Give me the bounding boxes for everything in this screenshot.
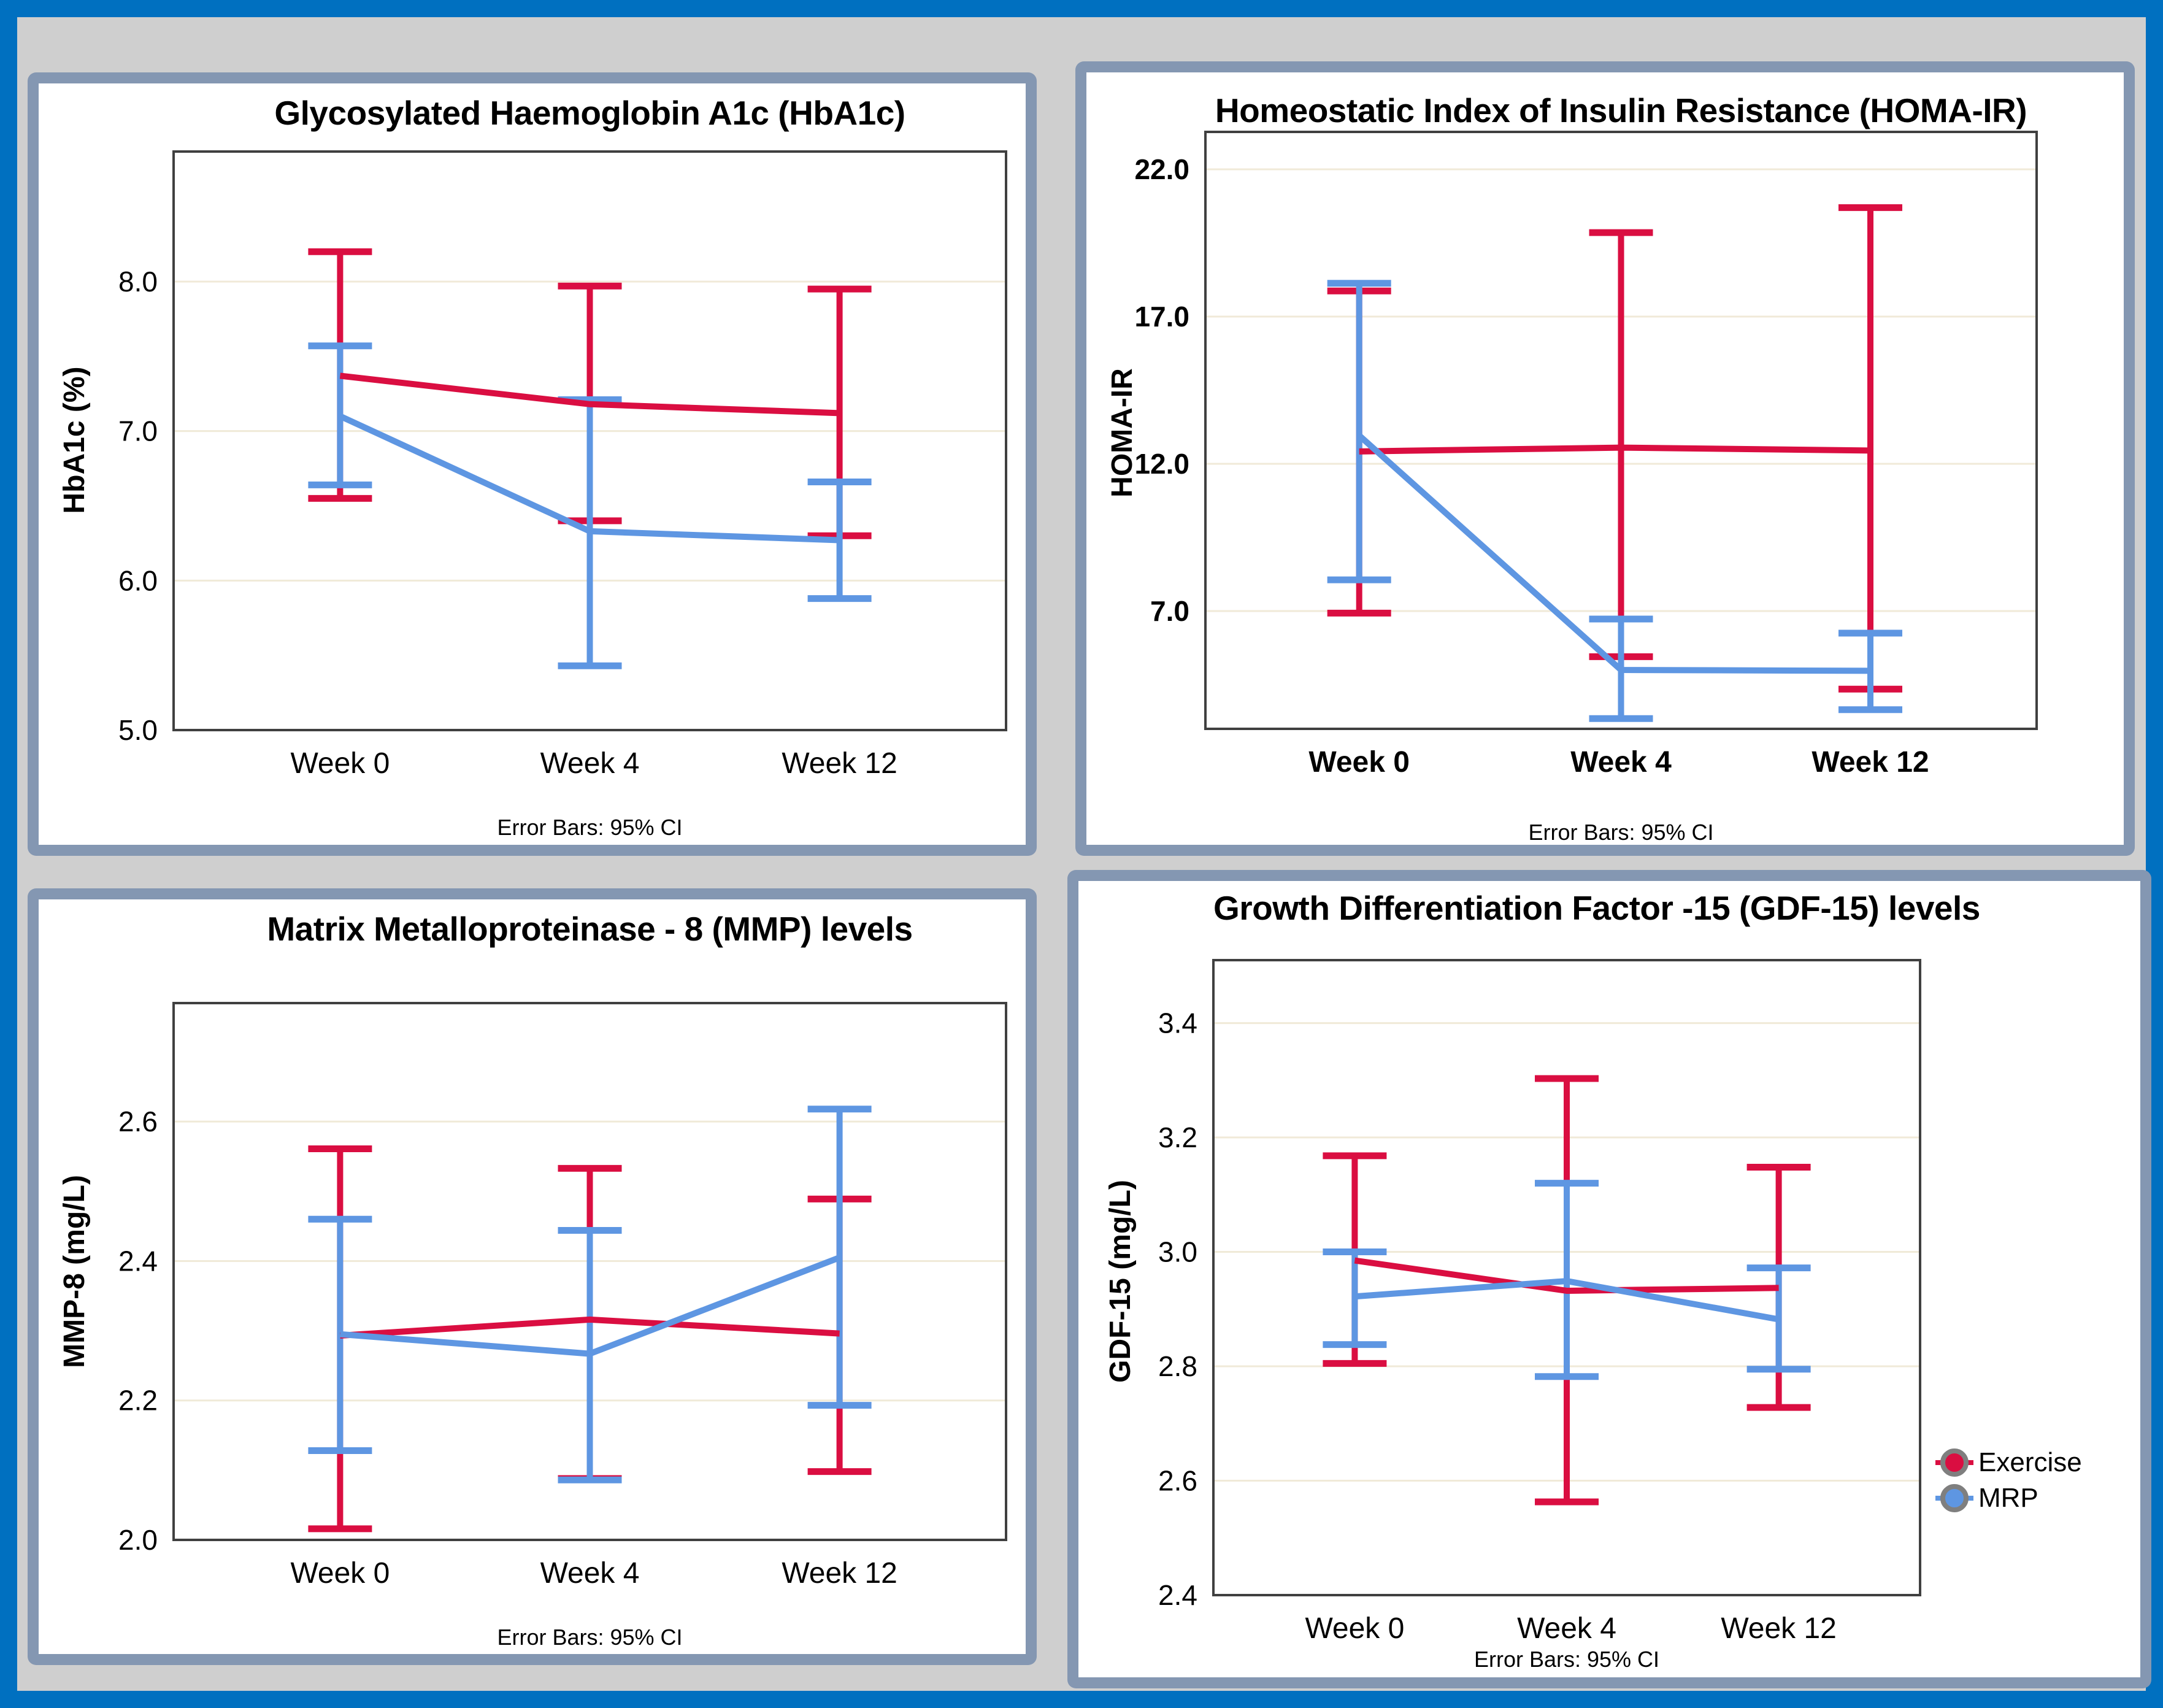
x-category-label: Week 0 [290, 1557, 390, 1590]
panel-gdf15: Growth Differentiation Factor -15 (GDF-1… [1067, 870, 2151, 1688]
x-category-label: Week 4 [1517, 1612, 1616, 1645]
series-line [1354, 1257, 1779, 1294]
y-tick-label: 12.0 [1134, 448, 1189, 480]
legend-item-exercise: Exercise [1935, 1447, 2082, 1479]
y-tick-label: 5.0 [118, 714, 158, 746]
legend-item-mrp: MRP [1935, 1482, 2082, 1514]
plot-frame [1204, 131, 2038, 730]
error-bar-note-gdf15: Error Bars: 95% CI [1473, 1647, 1660, 1672]
y-tick-label: 2.6 [118, 1106, 158, 1137]
error-bar-note-hba1c: Error Bars: 95% CI [497, 815, 683, 840]
exercise-marker-icon [1935, 1447, 1973, 1479]
x-category-label: Week 4 [540, 1557, 640, 1590]
x-category-label: Week 12 [782, 1557, 897, 1590]
series-line [339, 372, 840, 417]
legend-label-mrp: MRP [1978, 1483, 2038, 1513]
y-tick-label: 17.0 [1134, 301, 1189, 333]
panel-hba1c: Glycosylated Haemoglobin A1c (HbA1c) HbA… [28, 72, 1037, 856]
y-tick-label: 7.0 [118, 415, 158, 447]
chart-title-hba1c: Glycosylated Haemoglobin A1c (HbA1c) [274, 94, 905, 132]
x-category-label: Week 12 [1721, 1612, 1837, 1645]
y-tick-label: 2.2 [118, 1385, 158, 1417]
y-tick-label: 3.0 [1158, 1236, 1197, 1268]
y-tick-label: 2.0 [118, 1524, 158, 1556]
y-tick-label: 2.8 [1158, 1350, 1197, 1382]
plot-area-gdf15: 2.4 2.6 2.8 3.0 3.2 3.4 Week 0 Week 4 Week 12 [1158, 959, 1921, 1645]
error-bar-note-homa-ir: Error Bars: 95% CI [1528, 820, 1714, 845]
error-bar-note-mmp8: Error Bars: 95% CI [497, 1625, 683, 1650]
series-line [1359, 444, 1871, 455]
y-tick-label: 2.6 [1158, 1465, 1197, 1497]
series-line [340, 1316, 840, 1339]
x-category-label: Week 0 [1308, 746, 1410, 779]
series-legend: Exercise MRP [1935, 1447, 2082, 1514]
plot-area-mmp8: 2.0 2.2 2.4 2.6 Week 0 Week 4 Week 12 [118, 1002, 1007, 1590]
series-line [339, 413, 840, 544]
y-tick-label: 8.0 [118, 266, 158, 298]
x-category-label: Week 4 [540, 747, 640, 780]
chart-title-gdf15: Growth Differentiation Factor -15 (GDF-1… [1213, 889, 1980, 927]
x-category-label: Week 0 [1305, 1612, 1404, 1645]
x-category-label: Week 12 [1811, 746, 1929, 779]
plot-area-hba1c: 5.0 6.0 7.0 8.0 Week 0 Week 4 Week 12 [118, 150, 1007, 780]
y-tick-label: 6.0 [118, 564, 158, 596]
plot-frame [1212, 959, 1921, 1596]
chart-title-mmp8: Matrix Metalloproteinase - 8 (MMP) level… [267, 910, 913, 948]
x-category-label: Week 0 [290, 747, 390, 780]
legend-label-exercise: Exercise [1978, 1447, 2082, 1477]
panel-homa-ir: Homeostatic Index of Insulin Resistance … [1075, 61, 2135, 856]
series-line [1354, 1278, 1780, 1323]
panel-mmp8: Matrix Metalloproteinase - 8 (MMP) level… [28, 888, 1037, 1665]
y-tick-label: 3.2 [1158, 1121, 1197, 1153]
x-category-label: Week 12 [782, 747, 897, 780]
chart-title-homa-ir: Homeostatic Index of Insulin Resistance … [1215, 91, 2027, 129]
series-line [340, 1255, 841, 1357]
y-tick-label: 3.4 [1158, 1007, 1197, 1039]
y-tick-label: 7.0 [1150, 595, 1189, 627]
plot-area-homa-ir: 7.0 12.0 17.0 22.0 Week 0 Week 4 Week 12 [1134, 131, 2038, 779]
y-tick-label: 2.4 [1158, 1579, 1197, 1611]
y-tick-label: 22.0 [1134, 153, 1189, 185]
y-tick-label: 2.4 [118, 1245, 158, 1277]
series-line [1357, 433, 1871, 674]
plot-frame [172, 1002, 1007, 1541]
x-category-label: Week 4 [1570, 746, 1672, 779]
mrp-marker-icon [1935, 1482, 1973, 1514]
plot-frame [172, 150, 1007, 731]
